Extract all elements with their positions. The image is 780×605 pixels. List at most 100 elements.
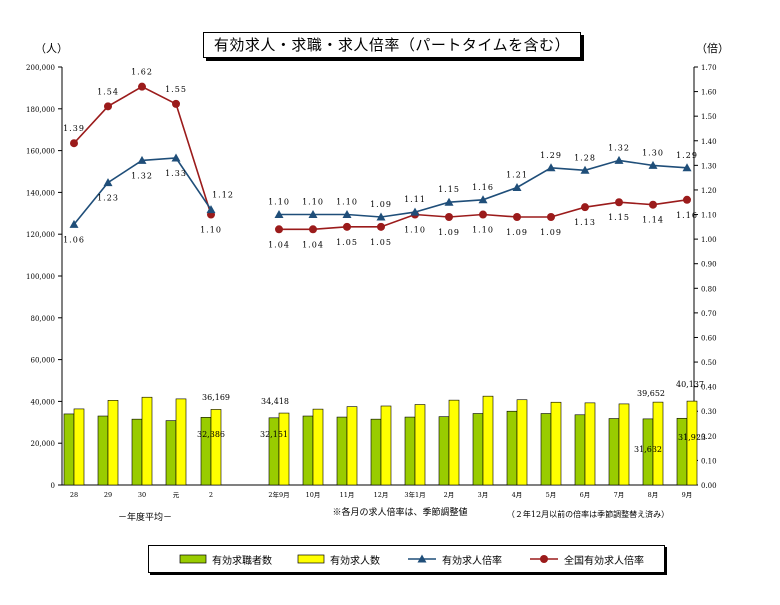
- legend-label-jobseekers: 有効求職者数: [212, 555, 272, 567]
- national-ratio-value-label: 1.16: [676, 211, 698, 220]
- bar-openings: [175, 398, 187, 486]
- x-tick-label: 元: [173, 491, 180, 499]
- right-tick-label: 0.90: [701, 261, 717, 269]
- bar-openings: [516, 399, 528, 486]
- national-ratio-point: [513, 212, 521, 221]
- national-ratio-value-label: 1.05: [370, 238, 392, 247]
- chart-title: 有効求人・求職・求人倍率（パートタイムを含む）: [203, 32, 581, 58]
- bar-jobseekers: [608, 418, 620, 486]
- bar-openings: [550, 401, 562, 486]
- ratio-value-label: 1.06: [63, 235, 85, 244]
- bar-jobseekers: [200, 417, 212, 486]
- bar-label-openings: 34,418: [261, 397, 289, 406]
- x-tick-label: 8月: [648, 491, 659, 499]
- ratio-value-label: 1.09: [370, 200, 392, 209]
- right-tick-label: 1.00: [701, 236, 717, 244]
- ratio-point: [580, 165, 590, 174]
- national-ratio-value-label: 1.14: [642, 216, 664, 225]
- ratio-value-label: 1.29: [540, 151, 562, 160]
- bar-jobseekers: [165, 420, 177, 486]
- right-tick-label: 1.60: [701, 89, 717, 97]
- x-tick-label: 7月: [614, 491, 625, 499]
- right-tick-label: 1.30: [701, 162, 717, 170]
- legend-swatch-ratio: [408, 554, 436, 563]
- national-ratio-value-label: 1.04: [268, 240, 290, 249]
- legend-label-openings: 有効求人数: [330, 555, 380, 567]
- ratio-value-label: 1.33: [165, 169, 187, 178]
- national-ratio-value-label: 1.09: [506, 228, 528, 237]
- left-tick-label: 20,000: [31, 440, 56, 448]
- national-ratio-line: [73, 85, 212, 215]
- bar-jobseekers: [506, 410, 518, 486]
- national-ratio-point: [104, 102, 112, 111]
- national-ratio-point: [649, 200, 657, 209]
- ratio-point: [376, 212, 386, 221]
- legend-swatch-openings: [297, 554, 325, 564]
- bars-layer: [63, 395, 698, 486]
- bar-openings: [107, 400, 119, 486]
- bar-jobseekers: [336, 416, 348, 486]
- x-tick-label: 2年9月: [268, 490, 289, 499]
- bar-openings: [210, 409, 222, 486]
- national-ratio-value-label: 1.15: [608, 213, 630, 222]
- right-tick-label: 0.10: [701, 457, 717, 465]
- national-ratio-value-label: 1.39: [63, 124, 85, 133]
- ratio-point: [444, 197, 454, 206]
- national-ratio-point: [343, 222, 351, 231]
- x-tick-label: 3年1月: [404, 490, 425, 499]
- ratio-point: [478, 195, 488, 204]
- bar-label-jobseekers: 31,632: [634, 445, 662, 454]
- right-tick-label: 0.30: [701, 408, 717, 416]
- bar-jobseekers: [97, 415, 109, 486]
- ratio-point: [103, 178, 113, 187]
- x-tick-label: 5月: [546, 491, 557, 499]
- ratio-point: [546, 163, 556, 172]
- legend-swatch-national-ratio: [530, 555, 558, 563]
- left-tick-label: 60,000: [31, 357, 56, 365]
- national-ratio-value-label: 1.04: [302, 240, 324, 249]
- ratio-point: [171, 153, 181, 162]
- bar-label-openings: 39,652: [637, 389, 665, 398]
- ratio-value-label: 1.16: [472, 183, 494, 192]
- ratio-point: [308, 210, 318, 219]
- left-tick-label: 160,000: [26, 148, 55, 156]
- right-tick-label: 1.50: [701, 113, 717, 121]
- ratio-value-label: 1.15: [438, 185, 460, 194]
- left-tick-label: 80,000: [31, 315, 56, 323]
- bar-jobseekers: [370, 418, 382, 486]
- note-center: ※各月の求人倍率は、季節調整値: [332, 506, 467, 518]
- bar-jobseekers: [540, 413, 552, 486]
- bar-jobseekers: [472, 413, 484, 486]
- national-ratio-value-label: 1.05: [336, 238, 358, 247]
- national-ratio-point: [138, 82, 146, 91]
- legend-item-ratio: 有効求人倍率: [407, 546, 502, 572]
- national-ratio-point: [547, 212, 555, 221]
- bar-label-openings: 40,137: [676, 380, 704, 389]
- national-ratio-value-label: 1.10: [200, 226, 222, 235]
- bar-openings: [584, 402, 596, 486]
- national-ratio-value-label: 1.09: [438, 228, 460, 237]
- left-tick-label: 100,000: [26, 273, 55, 281]
- legend-label-national-ratio: 全国有効求人倍率: [564, 555, 644, 567]
- bar-openings: [312, 408, 324, 486]
- bar-jobseekers: [63, 413, 75, 486]
- national-ratio-value-label: 1.62: [131, 68, 153, 77]
- legend-item-openings: 有効求人数: [297, 546, 380, 572]
- legend: 有効求職者数 有効求人数 有効求人倍率 全国有効求人倍率: [148, 545, 665, 573]
- x-tick-label: 10月: [306, 491, 321, 499]
- ratio-point: [274, 210, 284, 219]
- bar-jobseekers: [574, 414, 586, 486]
- ratio-point: [614, 155, 624, 164]
- right-tick-label: 1.70: [701, 64, 717, 72]
- lines-layer: [69, 82, 692, 234]
- left-tick-label: 180,000: [26, 106, 55, 114]
- left-tick-label: 40,000: [31, 398, 56, 406]
- note-right: （２年12月以前の倍率は季節調整替え済み）: [507, 509, 669, 519]
- legend-label-ratio: 有効求人倍率: [442, 555, 502, 567]
- ratio-value-label: 1.11: [404, 195, 426, 204]
- right-tick-label: 0.00: [701, 482, 717, 490]
- ratio-value-label: 1.29: [676, 151, 698, 160]
- labels-layer: 32,386 32,151 31,632 31,923 36,169 34,418 39,6…: [63, 68, 706, 454]
- group-note: －年度平均－: [118, 511, 172, 523]
